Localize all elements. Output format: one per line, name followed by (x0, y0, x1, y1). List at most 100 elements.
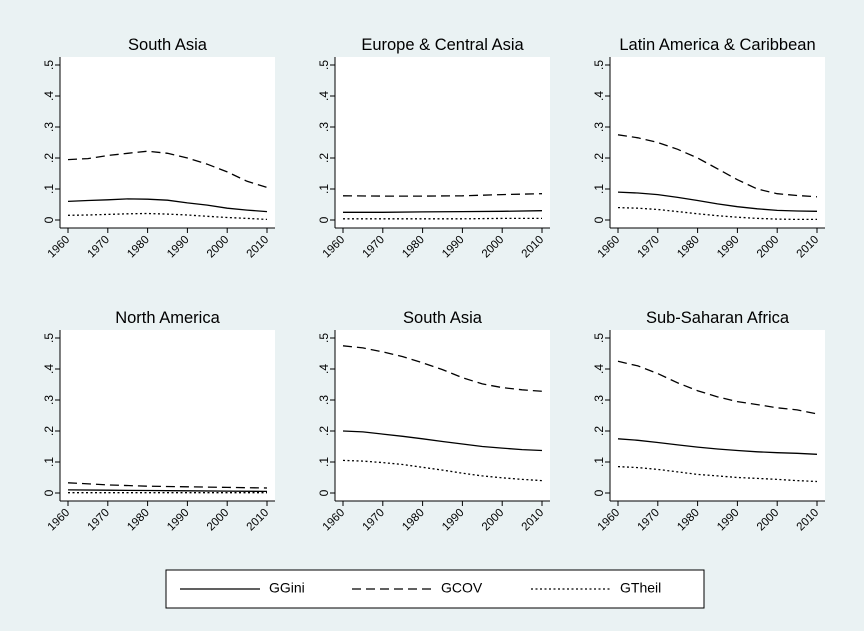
y-tick-label: .2 (592, 153, 606, 163)
series-line-ggini (67, 198, 268, 213)
panel-title: South Asia (403, 309, 483, 327)
x-tick-label: 2010 (520, 507, 547, 534)
y-tick-label: .4 (42, 364, 56, 374)
y-tick-label: .2 (317, 153, 331, 163)
plot-area (335, 57, 550, 228)
panel-title: South Asia (128, 36, 208, 54)
legend-label-theil: GTheil (620, 580, 661, 596)
legend: GGini GCOV GTheil (165, 569, 705, 609)
plot-area (335, 330, 550, 501)
x-tick-label: 1960 (321, 507, 348, 534)
y-tick-label: .1 (317, 457, 331, 467)
x-tick-label: 1980 (125, 234, 152, 261)
y-tick-label: .5 (42, 333, 56, 343)
y-tick-label: .1 (42, 184, 56, 194)
y-tick-label: .4 (592, 91, 606, 101)
y-tick-label: .3 (42, 395, 56, 405)
series-line-gtheil (617, 206, 817, 221)
y-tick-label: .1 (592, 184, 606, 194)
y-tick-label: .5 (317, 60, 331, 70)
panel-title: North America (115, 309, 220, 327)
plot-area (610, 330, 825, 501)
chart-panel-6: Sub-Saharan Africa 0 .1 .2 .3 .4 .5 1960 1970 198… (592, 309, 825, 533)
x-tick-label: 1970 (635, 507, 662, 534)
x-tick-label: 2010 (795, 507, 822, 534)
y-tick-label: .3 (317, 395, 331, 405)
x-tick-label: 1970 (85, 507, 112, 534)
x-tick-label: 2010 (520, 234, 547, 261)
y-tick-label: .5 (42, 60, 56, 70)
y-tick-label: .5 (592, 60, 606, 70)
x-tick-label: 2010 (795, 234, 822, 261)
series-line-gcov (342, 193, 543, 197)
x-tick-label: 1980 (400, 507, 427, 534)
chart-panel-5: South Asia 0 .1 .2 .3 .4 .5 1960 1970 1980 1990 200… (317, 309, 550, 533)
x-tick-label: 2000 (205, 507, 232, 534)
series-line-gcov (67, 482, 268, 489)
y-tick-label: .4 (317, 91, 331, 101)
y-tick-label: 0 (317, 216, 331, 223)
y-tick-label: .1 (317, 184, 331, 194)
series-line-ggini (67, 489, 268, 493)
y-tick-label: 0 (317, 489, 331, 496)
x-tick-label: 2010 (245, 234, 272, 261)
x-tick-label: 1980 (675, 507, 702, 534)
x-tick-label: 1990 (715, 507, 742, 534)
x-tick-label: 2000 (755, 234, 782, 261)
y-tick-label: .1 (592, 457, 606, 467)
x-tick-label: 1960 (596, 507, 623, 534)
plot-area (610, 57, 825, 228)
y-tick-label: .3 (42, 122, 56, 132)
x-tick-label: 1960 (321, 234, 348, 261)
x-tick-label: 2000 (480, 507, 507, 534)
y-tick-label: .2 (317, 426, 331, 436)
series-line-ggini (343, 210, 543, 213)
x-tick-label: 1990 (715, 234, 742, 261)
x-tick-label: 2000 (205, 234, 232, 261)
x-tick-label: 2010 (245, 507, 272, 534)
x-tick-label: 1960 (46, 507, 73, 534)
y-tick-label: .4 (42, 91, 56, 101)
series-line-gcov (617, 360, 818, 415)
chart-panel-3: Latin America & Caribbean 0 .1 .2 .3 .4 .5 1960… (592, 36, 825, 260)
x-tick-label: 1980 (125, 507, 152, 534)
y-tick-label: 0 (592, 216, 606, 223)
x-tick-label: 1990 (165, 507, 192, 534)
panel-title: Latin America & Caribbean (619, 36, 815, 54)
x-tick-label: 1990 (165, 234, 192, 261)
y-tick-label: .2 (42, 426, 56, 436)
plot-area (60, 330, 275, 501)
y-tick-label: .3 (592, 395, 606, 405)
x-tick-label: 1960 (596, 234, 623, 261)
x-tick-label: 1980 (675, 234, 702, 261)
y-tick-label: .1 (42, 457, 56, 467)
series-line-gcov (342, 345, 543, 392)
x-tick-label: 1980 (400, 234, 427, 261)
x-tick-label: 1970 (85, 234, 112, 261)
y-tick-label: 0 (42, 489, 56, 496)
series-line-gtheil (67, 212, 268, 221)
series-line-gcov (617, 134, 818, 198)
panel-title: Sub-Saharan Africa (646, 309, 790, 327)
legend-label-gini: GGini (269, 580, 305, 596)
x-tick-label: 1970 (635, 234, 662, 261)
x-tick-label: 1970 (360, 234, 387, 261)
legend-label-cov: GCOV (441, 580, 483, 596)
series-line-ggini (342, 430, 543, 452)
y-tick-label: .4 (317, 364, 331, 374)
y-tick-label: .5 (592, 333, 606, 343)
chart-panel-1: South Asia 0 .1 .2 .3 .4 .5 1960 1970 1980 1990 200… (42, 36, 275, 260)
series-line-ggini (617, 191, 818, 212)
x-tick-label: 2000 (480, 234, 507, 261)
series-line-gtheil (342, 459, 543, 482)
chart-panel-4: North America 0 .1 .2 .3 .4 .5 1960 1970 1980 1990… (42, 309, 275, 533)
y-tick-label: 0 (42, 216, 56, 223)
y-tick-label: 0 (592, 489, 606, 496)
x-tick-label: 1990 (440, 507, 467, 534)
y-tick-label: .5 (317, 333, 331, 343)
plot-area (60, 57, 275, 228)
chart-panel-2: Europe & Central Asia 0 .1 .2 .3 .4 .5 1960 1970… (317, 36, 550, 260)
y-tick-label: .3 (317, 122, 331, 132)
